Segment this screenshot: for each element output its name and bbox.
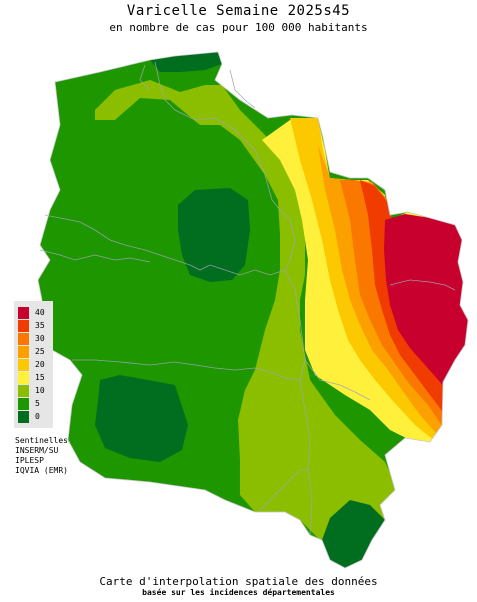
legend-item-30: 30 <box>18 333 52 345</box>
zone-40 <box>384 214 468 470</box>
legend-item-0: 0 <box>18 411 52 423</box>
legend-label: 40 <box>35 308 45 317</box>
legend-item-25: 25 <box>18 346 52 358</box>
footer-caption: Carte d'interpolation spatiale des donné… <box>99 575 378 588</box>
legend-swatch <box>18 307 29 319</box>
legend-label: 10 <box>35 386 45 395</box>
source-line: INSERM/SU <box>15 446 59 455</box>
source-line: IQVIA (EMR) <box>15 466 68 475</box>
legend-swatch <box>18 359 29 371</box>
legend-label: 35 <box>35 321 45 330</box>
legend-swatch <box>18 346 29 358</box>
zone-0-center <box>178 188 250 282</box>
map-title: Varicelle Semaine 2025s45 <box>126 3 351 19</box>
legend-item-20: 20 <box>18 359 52 371</box>
legend-label: 15 <box>35 373 45 382</box>
department-borders <box>39 61 456 536</box>
zone-10 <box>95 80 398 565</box>
legend-swatch <box>18 398 29 410</box>
legend-item-35: 35 <box>18 320 52 332</box>
legend-item-10: 10 <box>18 385 52 397</box>
source-line: Sentinelles <box>15 436 68 445</box>
legend-item-15: 15 <box>18 372 52 384</box>
legend-item-40: 40 <box>18 307 52 319</box>
footer-subcaption: basée sur les incidences départementales <box>142 588 335 597</box>
legend-item-5: 5 <box>18 398 52 410</box>
legend-swatch <box>18 320 29 332</box>
source-line: IPLESP <box>15 456 44 465</box>
legend-swatch <box>18 411 29 423</box>
color-legend: 40 35 30 25 20 15 10 5 0 <box>14 301 53 428</box>
legend-swatch <box>18 333 29 345</box>
legend-swatch <box>18 385 29 397</box>
zone-0-coast <box>150 52 222 72</box>
legend-label: 0 <box>35 412 40 421</box>
region-outline <box>37 51 469 569</box>
legend-label: 30 <box>35 334 45 343</box>
data-sources: Sentinelles INSERM/SU IPLESP IQVIA (EMR) <box>15 436 68 476</box>
zone-0-tip <box>322 500 385 568</box>
legend-label: 5 <box>35 399 40 408</box>
legend-swatch <box>18 372 29 384</box>
zone-0-south <box>95 375 188 462</box>
legend-label: 25 <box>35 347 45 356</box>
legend-label: 20 <box>35 360 45 369</box>
map-subtitle: en nombre de cas pour 100 000 habitants <box>109 21 368 34</box>
